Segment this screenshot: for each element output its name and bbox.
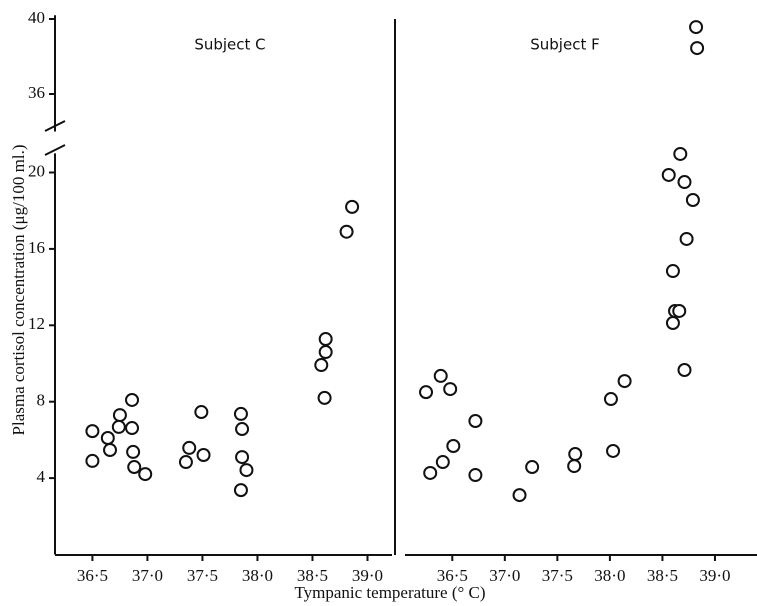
point: [665, 264, 680, 279]
y-tick-label: 20: [28, 161, 45, 180]
x-tick-label: 36·5: [77, 566, 108, 585]
point: [568, 447, 583, 462]
point: [127, 460, 142, 475]
point: [677, 362, 692, 377]
y-tick-label: 12: [28, 314, 45, 333]
point: [125, 392, 140, 407]
point: [345, 199, 360, 214]
point: [233, 406, 248, 421]
point: [126, 444, 141, 459]
x-tick-label: 36·5: [437, 566, 468, 585]
point: [314, 358, 329, 373]
axis-break: [44, 144, 66, 156]
point: [317, 390, 332, 405]
point: [443, 382, 458, 397]
panel-title: Subject F: [530, 36, 599, 54]
x-tick-label: 38·5: [297, 566, 328, 585]
point: [419, 385, 434, 400]
point: [665, 316, 680, 331]
point: [339, 224, 354, 239]
point: [468, 413, 483, 428]
point: [673, 146, 688, 161]
point: [233, 483, 248, 498]
point: [239, 463, 254, 478]
x-tick-label: 38·5: [647, 566, 678, 585]
point: [138, 467, 153, 482]
x-tick-label: 37·5: [542, 566, 573, 585]
point: [182, 440, 197, 455]
point: [525, 460, 540, 475]
x-tick-label: 37·0: [489, 566, 520, 585]
x-tick-label: 37·5: [187, 566, 218, 585]
panel-title: Subject C: [194, 36, 265, 54]
x-tick-label: 39·0: [352, 566, 383, 585]
point: [318, 332, 333, 347]
point: [512, 488, 527, 503]
point: [178, 455, 193, 470]
point: [235, 450, 250, 465]
y-tick-label: 36: [28, 83, 45, 102]
point: [318, 345, 333, 360]
point: [196, 447, 211, 462]
point: [194, 405, 209, 420]
y-tick-label: 4: [37, 467, 46, 486]
point: [423, 465, 438, 480]
point: [85, 424, 100, 439]
x-axis-label: Tympanic temperature (° C): [294, 583, 485, 602]
point: [468, 468, 483, 483]
point: [677, 175, 692, 190]
point: [125, 421, 140, 436]
point: [685, 193, 700, 208]
point: [111, 419, 126, 434]
point: [112, 408, 127, 423]
x-tick-label: 38·0: [594, 566, 625, 585]
point: [661, 167, 676, 182]
point: [103, 443, 118, 458]
point: [100, 430, 115, 445]
y-axis-label: Plasma cortisol concentration (μg/100 ml…: [9, 145, 28, 436]
point: [446, 439, 461, 454]
point: [603, 392, 618, 407]
point: [85, 453, 100, 468]
point: [235, 422, 250, 437]
point: [606, 443, 621, 458]
point: [679, 231, 694, 246]
point: [433, 368, 448, 383]
y-tick-label: 16: [28, 238, 45, 257]
y-tick-label: 40: [28, 8, 45, 27]
point: [689, 20, 704, 35]
x-tick-label: 39·0: [699, 566, 730, 585]
x-tick-label: 38·0: [242, 566, 273, 585]
point: [672, 303, 687, 318]
y-tick-label: 8: [37, 391, 46, 410]
point: [435, 455, 450, 470]
x-tick-label: 37·0: [132, 566, 163, 585]
point: [690, 41, 705, 56]
point: [617, 374, 632, 389]
point: [567, 459, 582, 474]
